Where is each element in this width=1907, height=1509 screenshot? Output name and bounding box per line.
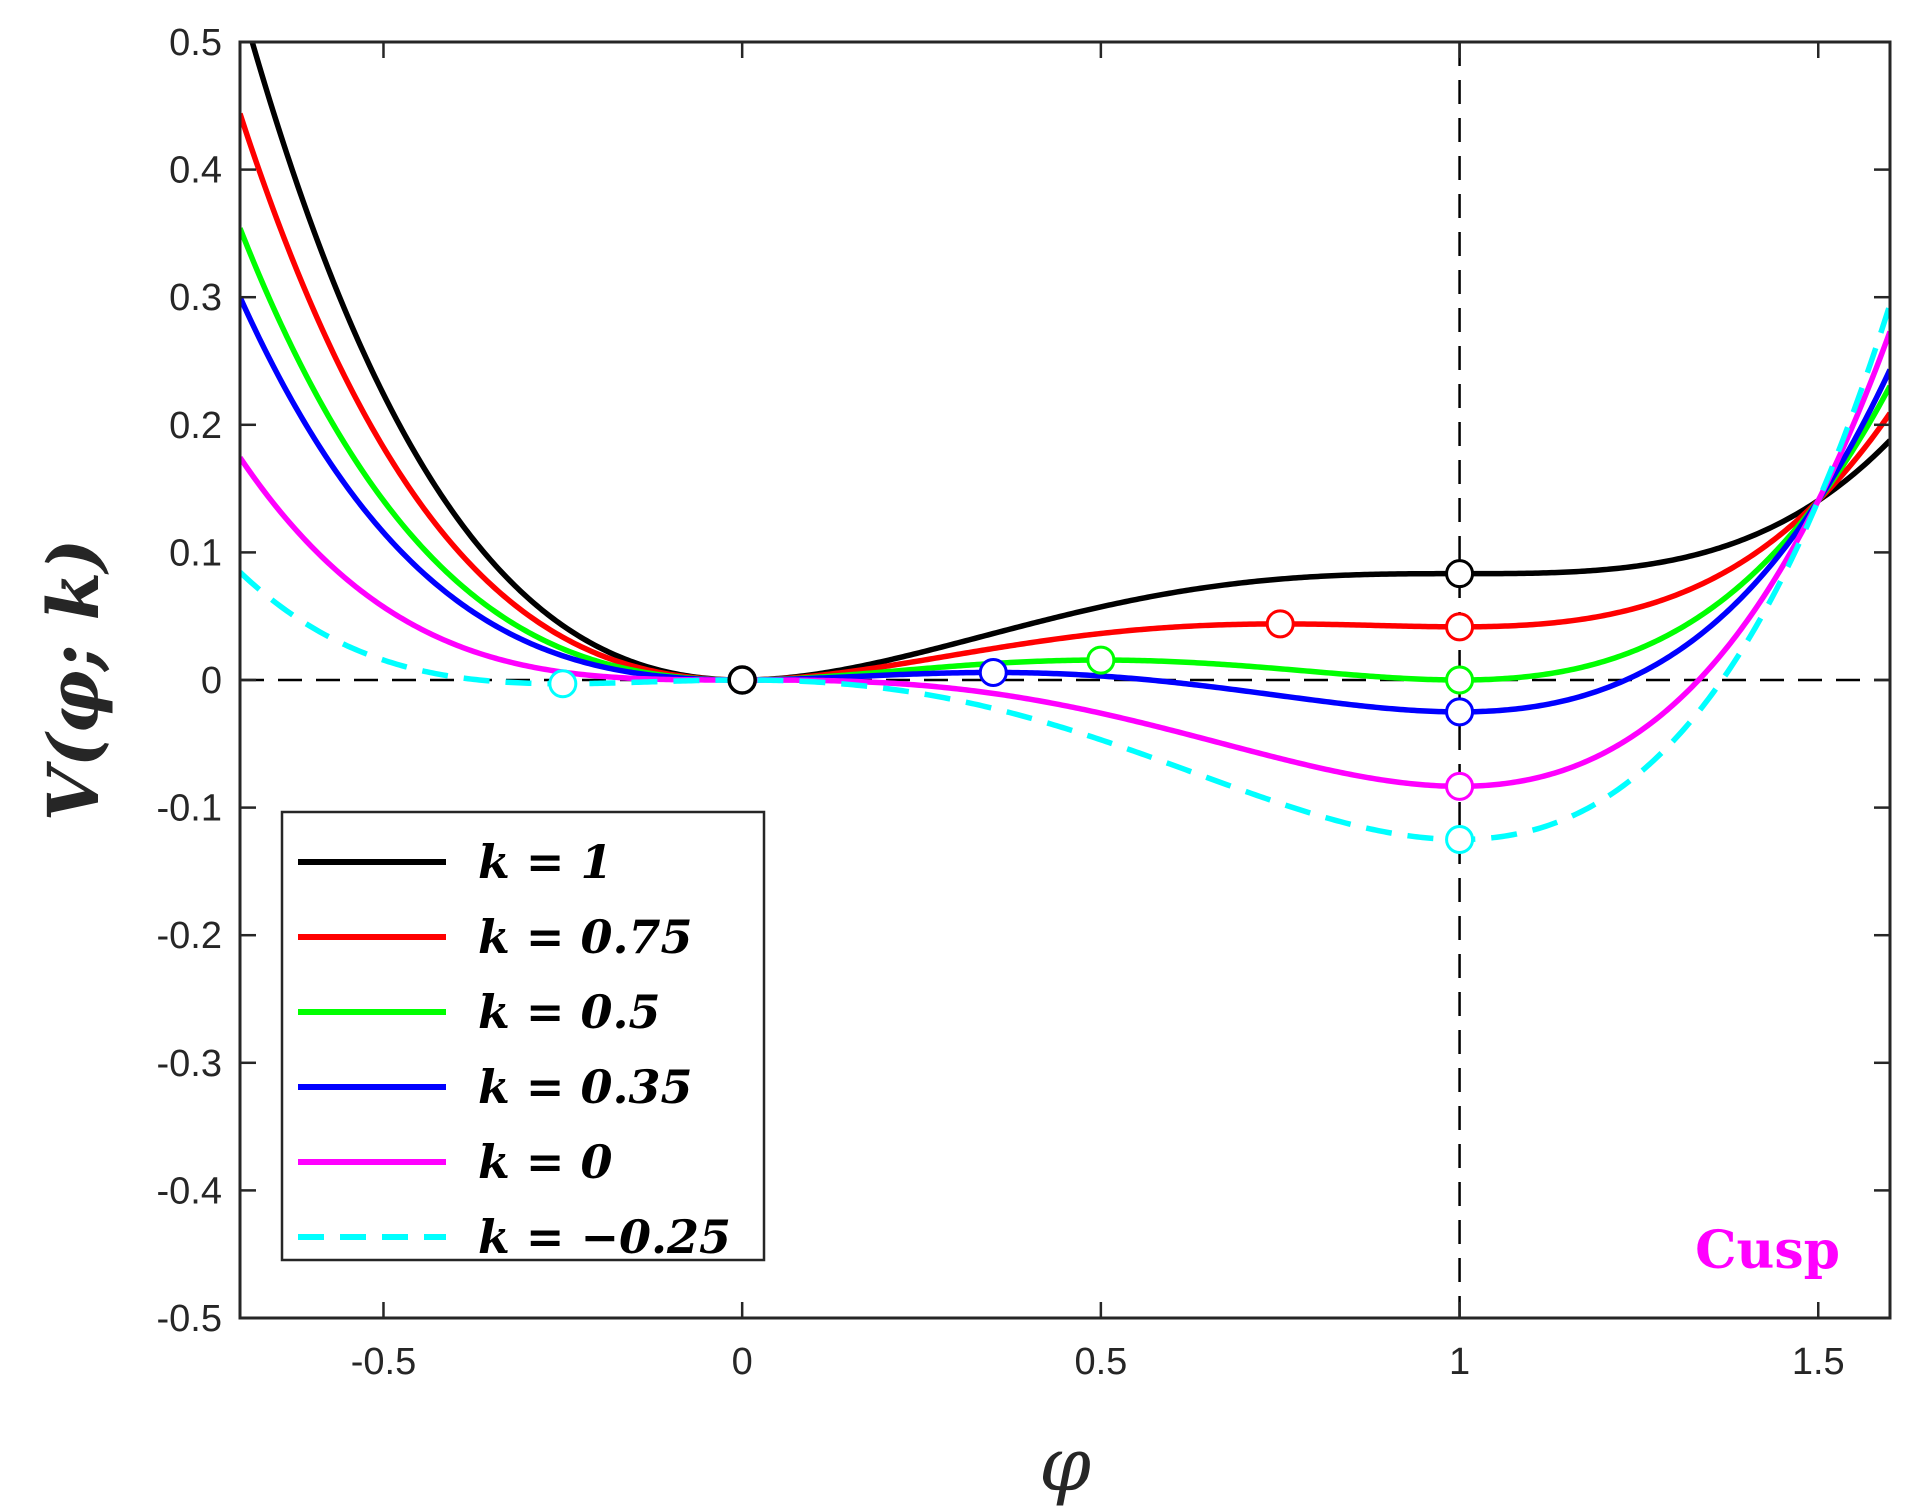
series-line-4 [240, 330, 1890, 790]
legend-label-0: k = 1 [478, 835, 612, 889]
y-tick-label: 0 [201, 660, 222, 702]
critical-point-3-1 [978, 657, 1008, 687]
legend-label-2: k = 0.5 [478, 985, 660, 1039]
y-tick-label: 0.2 [169, 405, 222, 447]
critical-point-4-1 [1445, 771, 1475, 801]
legend-label-3: k = 0.35 [478, 1060, 692, 1114]
series-line-0 [249, 42, 1890, 683]
x-tick-label: 0.5 [1074, 1341, 1127, 1383]
y-axis-label: V(φ; k) [32, 539, 115, 822]
y-tick-label: 0.3 [169, 277, 222, 319]
critical-point-5-0 [548, 669, 578, 699]
legend-label-1: k = 0.75 [478, 910, 692, 964]
critical-point-2-1 [1086, 645, 1116, 675]
x-tick-label: 1 [1449, 1341, 1470, 1383]
y-tick-label: 0.1 [169, 532, 222, 574]
y-tick-label: -0.2 [157, 915, 222, 957]
axis-ticks [240, 40, 1890, 1320]
critical-point-1-1 [1265, 609, 1295, 639]
y-tick-label: 0.5 [169, 22, 222, 64]
y-tick-label: 0.4 [169, 150, 222, 192]
x-tick-label: 0 [732, 1341, 753, 1383]
legend-label-4: k = 0 [478, 1135, 612, 1189]
legend-label-5: k = −0.25 [478, 1210, 731, 1264]
x-axis-label: φ [1039, 1422, 1091, 1508]
y-tick-label: -0.4 [157, 1170, 222, 1212]
critical-point-1-2 [1445, 612, 1475, 642]
cusp-annotation: Cusp [1695, 1220, 1840, 1281]
x-tick-labels: -0.5 0 0.5 1 1.5 [351, 1341, 1845, 1383]
origin-marker [727, 665, 757, 695]
y-tick-label: -0.5 [157, 1298, 222, 1340]
critical-point-2-2 [1445, 665, 1475, 695]
series-line-3 [240, 295, 1890, 715]
critical-point-5-2 [1445, 825, 1475, 854]
legend-box [280, 810, 766, 1262]
y-tick-labels: -0.5 -0.4 -0.3 -0.2 -0.1 0 0.1 0.2 0.3 0.4 0.5 [157, 22, 222, 1340]
series-line-1 [240, 112, 1890, 683]
y-tick-label: -0.3 [157, 1043, 222, 1085]
y-tick-label: -0.1 [157, 788, 222, 830]
critical-point-3-2 [1445, 697, 1475, 727]
legend: k = 1 k = 0.75 k = 0.5 k = 0.35 k = 0 k = −0.… [280, 810, 766, 1264]
x-tick-label: 1.5 [1792, 1341, 1845, 1383]
critical-point-markers [548, 559, 1475, 854]
series-lines [240, 42, 1890, 843]
series-line-2 [240, 227, 1890, 683]
series-line-5 [240, 303, 1890, 843]
critical-point-0-1 [1445, 559, 1475, 589]
x-tick-label: -0.5 [351, 1341, 416, 1383]
